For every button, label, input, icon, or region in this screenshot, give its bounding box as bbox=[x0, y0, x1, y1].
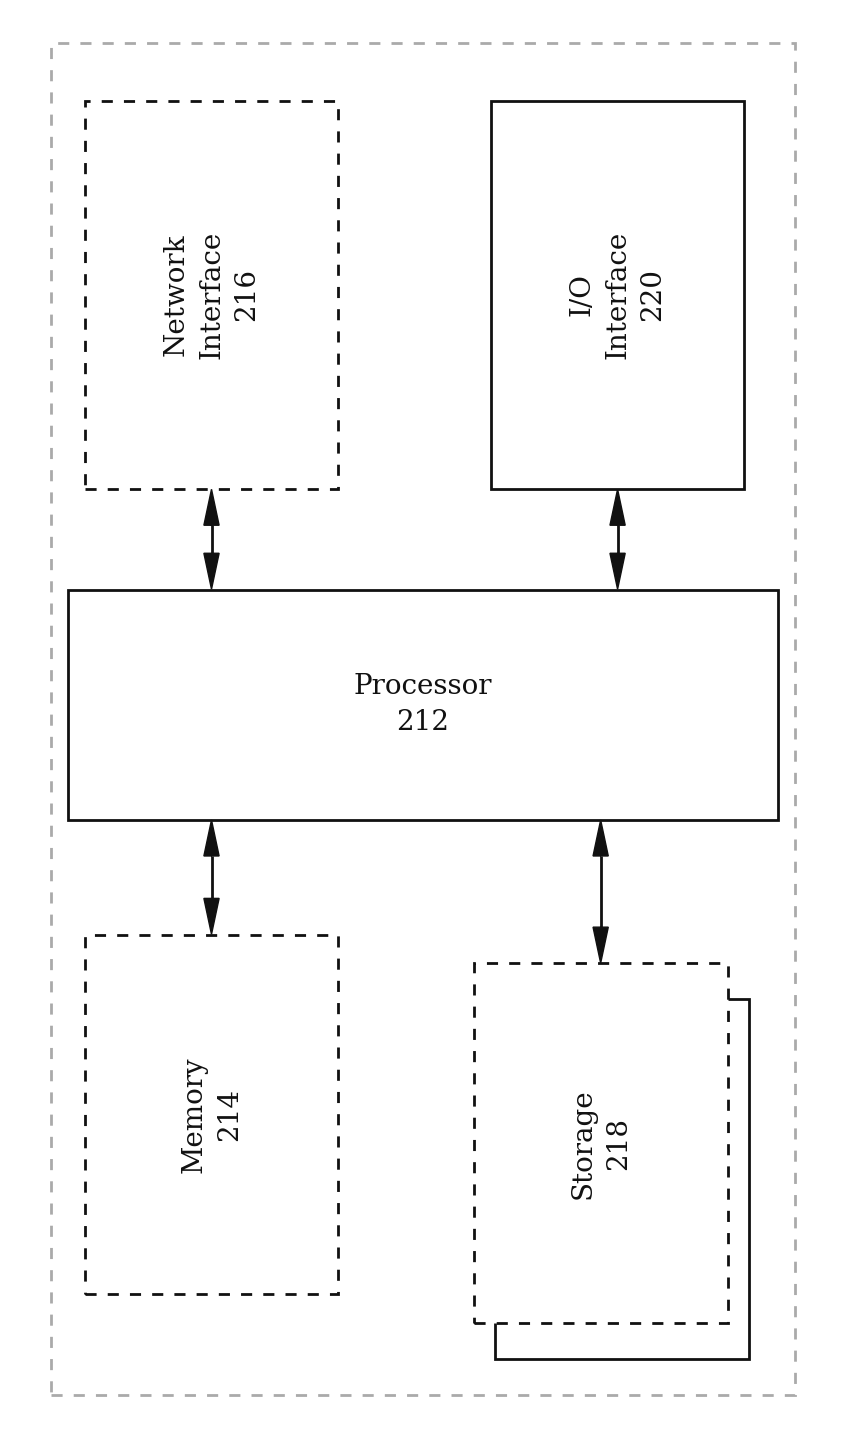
Text: Storage
218: Storage 218 bbox=[569, 1089, 632, 1198]
FancyArrow shape bbox=[204, 820, 219, 856]
FancyArrow shape bbox=[610, 554, 625, 590]
Bar bbox=[85, 101, 338, 489]
FancyArrow shape bbox=[204, 554, 219, 590]
Text: Network
Interface
216: Network Interface 216 bbox=[162, 230, 261, 360]
FancyArrow shape bbox=[593, 820, 608, 856]
Bar bbox=[85, 935, 338, 1294]
Text: Processor
212: Processor 212 bbox=[354, 673, 492, 736]
FancyArrow shape bbox=[204, 489, 219, 525]
FancyArrow shape bbox=[593, 928, 608, 963]
Bar bbox=[68, 590, 778, 820]
Text: I/O
Interface
220: I/O Interface 220 bbox=[569, 230, 667, 360]
Bar bbox=[495, 999, 749, 1359]
Bar bbox=[491, 101, 744, 489]
Bar bbox=[474, 963, 728, 1323]
FancyArrow shape bbox=[610, 489, 625, 525]
FancyArrow shape bbox=[204, 899, 219, 935]
Text: Memory
214: Memory 214 bbox=[180, 1055, 243, 1173]
Bar bbox=[51, 43, 795, 1395]
